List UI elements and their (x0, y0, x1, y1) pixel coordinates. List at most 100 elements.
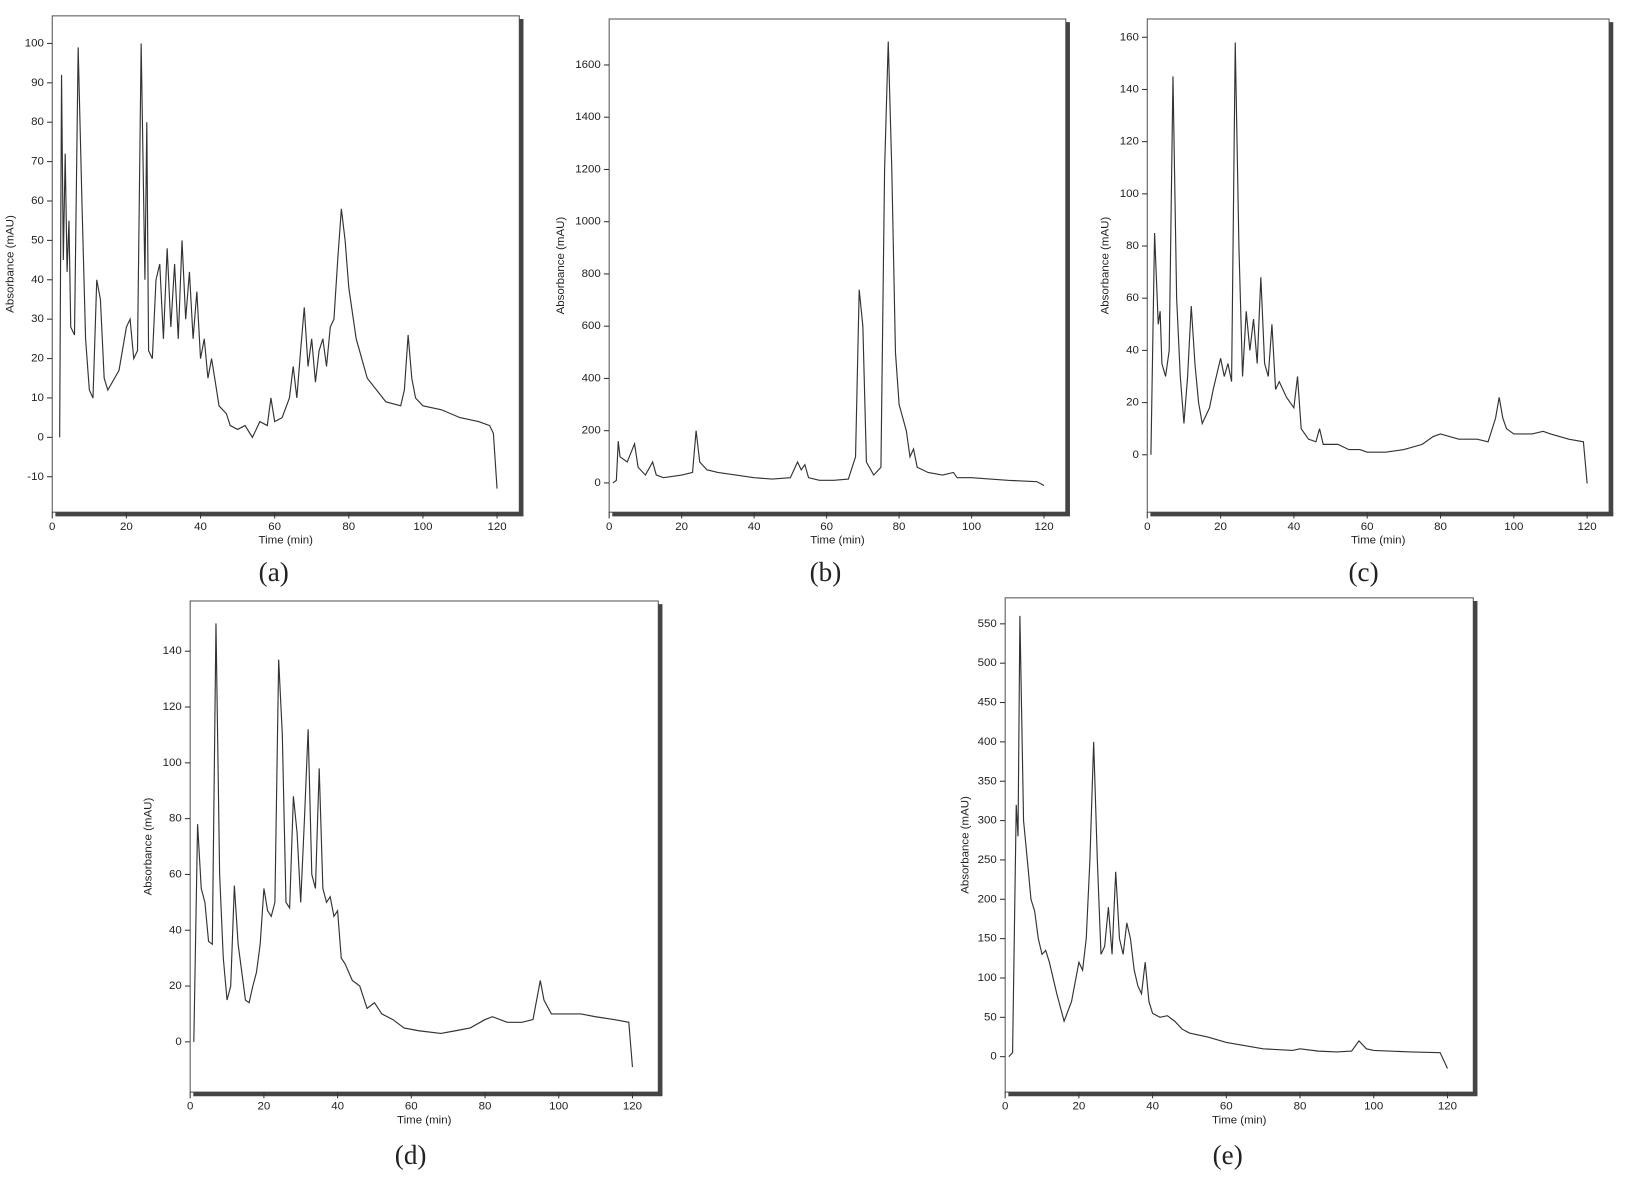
y-tick-label: 100 (978, 972, 997, 984)
y-tick-label: 60 (169, 868, 182, 880)
x-tick-label: 80 (893, 521, 906, 533)
y-tick-label: 10 (31, 392, 44, 404)
x-tick-label: 100 (1504, 521, 1523, 533)
y-tick-label: 400 (582, 372, 601, 384)
x-tick-label: 80 (1434, 521, 1447, 533)
x-tick-label: 120 (623, 1101, 642, 1113)
y-tick-label: 60 (31, 195, 44, 207)
y-tick-label: 1400 (575, 111, 601, 123)
chromatogram-line (193, 623, 634, 1068)
y-tick-label: 250 (978, 854, 997, 866)
y-tick-label: 140 (1120, 83, 1139, 95)
x-tick-label: 80 (342, 521, 355, 533)
y-tick-label: 80 (1126, 240, 1139, 252)
x-axis-label: Time (min) (1212, 1114, 1267, 1126)
y-axis-label: Absorbance (mAU) (959, 796, 971, 894)
y-tick-label: 200 (978, 893, 997, 905)
y-tick-label: 160 (1120, 31, 1139, 43)
y-tick-label: 40 (169, 924, 182, 936)
chart-panel: 0 20 40 60 80 100 120 -10 0 10 20 30 40 50 60 70 80 90 100… (4, 15, 524, 587)
x-axis-label: Time (min) (1351, 534, 1406, 546)
chromatogram-line (1150, 42, 1588, 484)
y-tick-label: 140 (163, 645, 182, 657)
x-tick-label: 60 (1361, 521, 1374, 533)
y-axis-label: Absorbance (mAU) (4, 215, 16, 313)
y-tick-label: 200 (582, 425, 601, 437)
panel-label: (b) (810, 557, 842, 587)
chromatogram-line (612, 41, 1045, 487)
y-tick-label: 30 (31, 313, 44, 325)
x-tick-label: 60 (1220, 1101, 1233, 1113)
y-tick-label: 100 (163, 757, 182, 769)
y-tick-label: 20 (1126, 397, 1139, 409)
x-tick-label: 40 (331, 1101, 344, 1113)
y-tick-label: 1200 (575, 163, 601, 175)
chart-panel: 0 20 40 60 80 100 120 0 20 40 60 80 100 120 140 Time (m… (142, 600, 663, 1170)
y-tick-label: 150 (978, 933, 997, 945)
y-axis-label: Absorbance (mAU) (1100, 217, 1112, 315)
x-axis-label: Time (min) (397, 1114, 452, 1126)
plot-frame (1004, 597, 1474, 1093)
y-tick-label: 50 (984, 1011, 997, 1023)
y-tick-label: 80 (169, 813, 182, 825)
plot-frame (51, 15, 520, 513)
x-tick-label: 80 (1294, 1101, 1307, 1113)
chart-panel: 0 20 40 60 80 100 120 0 50 100 150 200 250 300 350 400 4… (959, 597, 1478, 1170)
x-tick-label: 100 (549, 1101, 568, 1113)
plot-frame (189, 600, 659, 1093)
y-axis-label: Absorbance (mAU) (555, 217, 567, 315)
panel-label: (d) (395, 1140, 427, 1170)
x-tick-label: 120 (1578, 521, 1597, 533)
panel-label: (a) (259, 557, 289, 587)
chromatogram-line (59, 43, 498, 489)
plot-frame (608, 18, 1067, 513)
x-tick-label: 0 (1144, 521, 1150, 533)
y-tick-label: 0 (175, 1036, 181, 1048)
y-tick-label: 40 (31, 274, 44, 286)
y-tick-label: 50 (31, 234, 44, 246)
y-tick-label: 70 (31, 156, 44, 168)
x-tick-label: 0 (49, 521, 55, 533)
x-tick-label: 20 (257, 1101, 270, 1113)
y-tick-label: 0 (594, 477, 600, 489)
y-tick-label: 0 (37, 431, 43, 443)
y-tick-label: 40 (1126, 344, 1139, 356)
x-tick-label: 0 (1002, 1101, 1008, 1113)
y-axis-label: Absorbance (mAU) (142, 798, 154, 896)
y-tick-label: 80 (31, 116, 44, 128)
y-tick-label: 400 (978, 736, 997, 748)
x-tick-label: 100 (962, 521, 981, 533)
y-tick-label: -10 (27, 471, 44, 483)
x-tick-label: 20 (120, 521, 133, 533)
x-tick-label: 60 (405, 1101, 418, 1113)
y-tick-label: 450 (978, 697, 997, 709)
x-tick-label: 40 (748, 521, 761, 533)
x-axis-label: Time (min) (810, 534, 865, 546)
y-tick-label: 20 (169, 980, 182, 992)
panel-label: (c) (1348, 557, 1378, 587)
x-tick-label: 20 (675, 521, 688, 533)
x-tick-label: 100 (1364, 1101, 1383, 1113)
y-tick-label: 800 (582, 268, 601, 280)
x-tick-label: 120 (487, 521, 506, 533)
x-tick-label: 120 (1438, 1101, 1457, 1113)
x-tick-label: 40 (1287, 521, 1300, 533)
y-tick-label: 0 (1133, 449, 1139, 461)
chromatogram-line (1008, 615, 1448, 1069)
plot-frame (1146, 18, 1610, 513)
x-tick-label: 40 (194, 521, 207, 533)
x-tick-label: 60 (820, 521, 833, 533)
y-tick-label: 100 (1120, 188, 1139, 200)
y-tick-label: 120 (163, 701, 182, 713)
x-tick-label: 80 (479, 1101, 492, 1113)
y-tick-label: 90 (31, 77, 44, 89)
x-tick-label: 0 (606, 521, 612, 533)
x-tick-label: 60 (268, 521, 281, 533)
y-tick-label: 1600 (575, 59, 601, 71)
y-tick-label: 1000 (575, 216, 601, 228)
x-tick-label: 0 (187, 1101, 193, 1113)
y-tick-label: 350 (978, 775, 997, 787)
y-tick-label: 500 (978, 657, 997, 669)
x-tick-label: 120 (1034, 521, 1053, 533)
